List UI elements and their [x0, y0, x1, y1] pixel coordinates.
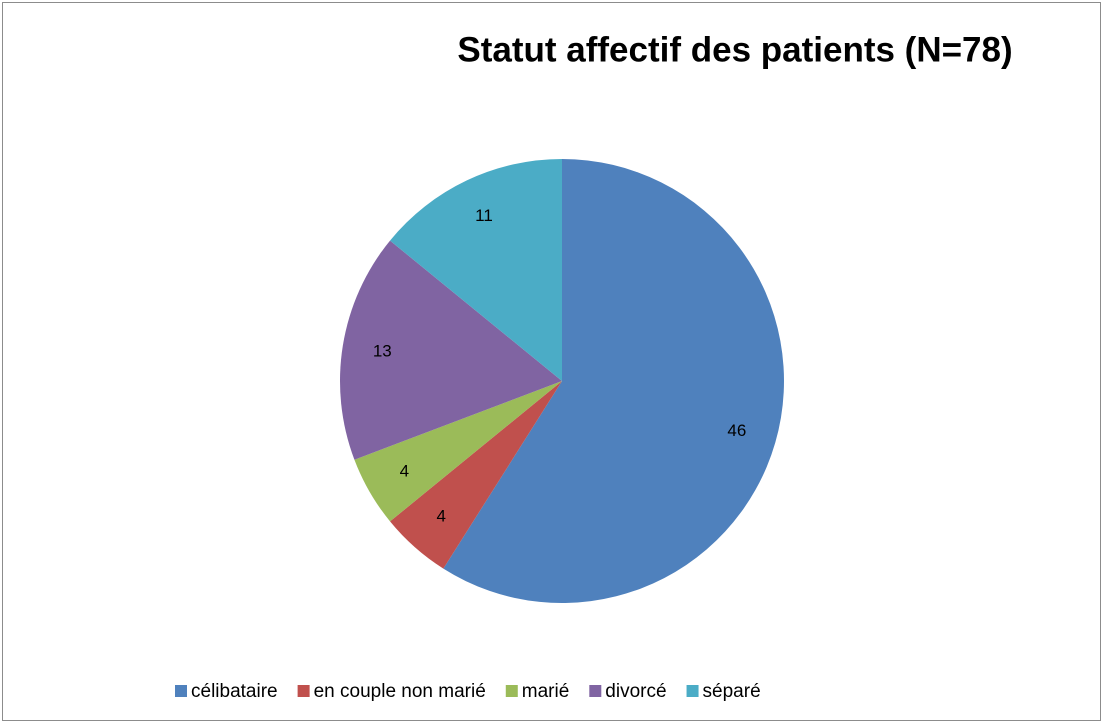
legend-label: marié: [522, 681, 570, 702]
data-label: 4: [437, 507, 446, 526]
legend-swatch: [686, 685, 699, 697]
legend-label: célibataire: [191, 681, 278, 702]
pie-slice: [354, 381, 562, 522]
data-label: 46: [727, 421, 746, 440]
pie-slice: [390, 159, 562, 381]
legend-swatch: [175, 685, 187, 697]
legend-label: divorcé: [605, 681, 666, 702]
data-label: 13: [373, 341, 392, 360]
data-label: 4: [400, 462, 409, 481]
pie-slice: [339, 240, 562, 460]
legend-label: en couple non marié: [314, 681, 486, 702]
chart-title: Statut affectif des patients (N=78): [457, 30, 1012, 69]
pie-slice: [390, 381, 562, 569]
legend-swatch: [297, 685, 310, 697]
legend-swatch: [505, 685, 518, 697]
legend-label: séparé: [703, 681, 761, 702]
pie-slice: [443, 159, 784, 603]
data-label: 11: [475, 206, 493, 225]
legend-swatch: [589, 685, 602, 697]
